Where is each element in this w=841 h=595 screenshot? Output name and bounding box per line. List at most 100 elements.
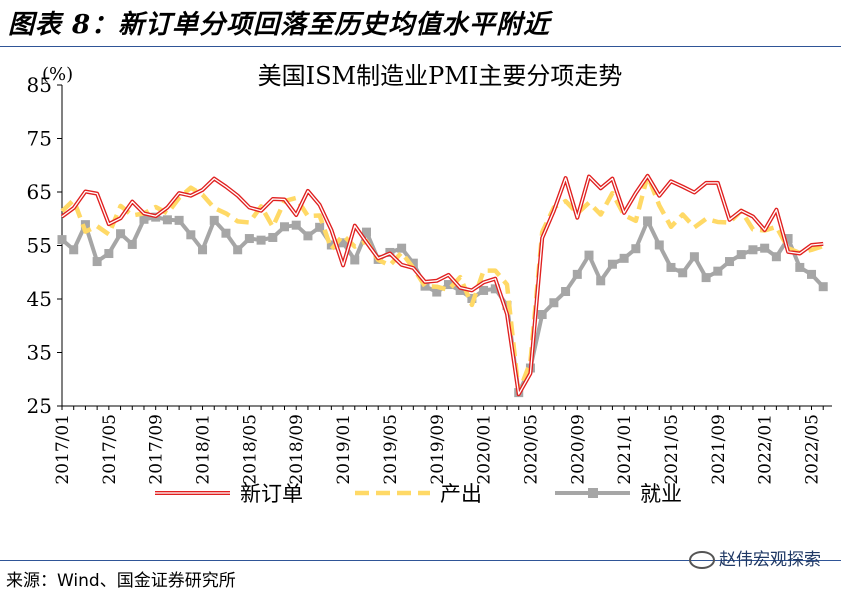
chart-title: 美国ISM制造业PMI主要分项走势 <box>258 62 623 90</box>
employment-point <box>455 285 465 295</box>
employment-point <box>233 245 243 255</box>
y-tick-label: 85 <box>27 73 52 97</box>
employment-point <box>338 238 348 248</box>
employment-point <box>361 227 371 237</box>
series-line-employment <box>60 215 825 395</box>
employment-point <box>736 250 746 260</box>
x-tick-label: 2020/05 <box>521 414 541 485</box>
employment-point <box>116 229 126 239</box>
watermark: 赵伟宏观探索 <box>689 545 821 570</box>
figure-title: 图表 8：新订单分项回落至历史均值水平附近 <box>8 10 551 40</box>
series-line-new-orders-inner <box>61 175 824 395</box>
employment-point <box>69 245 79 255</box>
x-tick-label: 2021/09 <box>709 414 729 485</box>
employment-point <box>596 276 606 286</box>
employment-point <box>80 220 90 230</box>
legend: 新订单 产出 就业 <box>155 482 682 506</box>
y-tick-label: 35 <box>27 341 52 365</box>
employment-point <box>654 240 664 250</box>
x-tick-label: 2019/01 <box>334 414 354 485</box>
x-tick-label: 2022/01 <box>756 414 776 485</box>
legend-label: 产出 <box>440 482 482 506</box>
employment-point <box>303 231 313 241</box>
legend-label: 新订单 <box>240 482 303 506</box>
employment-point <box>713 266 723 276</box>
employment-point <box>818 282 828 292</box>
series-line-new-orders <box>60 173 824 397</box>
wechat-icon <box>689 551 715 569</box>
employment-point <box>256 235 266 245</box>
employment-point <box>244 234 254 244</box>
series-layer <box>57 173 828 398</box>
employment-point <box>701 273 711 283</box>
employment-point <box>479 285 489 295</box>
axes: 25 35 45 55 65 75 85 2017/01 2017/05 2017/09 2018/… <box>27 73 832 485</box>
employment-point <box>280 222 290 232</box>
y-tick-label: 65 <box>27 180 52 204</box>
source-note: 来源：Wind、国金证券研究所 <box>6 571 236 591</box>
y-tick-label: 75 <box>27 127 52 151</box>
employment-point <box>795 262 805 272</box>
x-tick-label: 2018/05 <box>240 414 260 485</box>
footer-divider <box>0 560 841 561</box>
legend-marker-employment <box>588 488 598 498</box>
x-tick-label: 2019/05 <box>381 414 401 485</box>
title-divider <box>0 46 841 47</box>
y-tick-label: 55 <box>27 234 52 258</box>
employment-point <box>92 257 102 267</box>
x-tick-label: 2018/01 <box>194 414 214 485</box>
employment-point <box>162 215 172 225</box>
employment-point <box>397 243 407 253</box>
employment-point <box>198 245 208 255</box>
y-tick-label: 25 <box>27 394 52 418</box>
employment-point <box>725 257 735 267</box>
employment-point <box>432 287 442 297</box>
employment-point <box>268 232 278 242</box>
employment-point <box>408 258 418 268</box>
employment-point <box>760 243 770 253</box>
employment-point <box>104 249 114 259</box>
employment-point <box>209 215 219 225</box>
employment-point <box>643 216 653 226</box>
employment-point <box>443 280 453 290</box>
employment-point <box>221 228 231 238</box>
employment-point <box>127 239 137 249</box>
employment-point <box>631 244 641 254</box>
employment-point <box>186 230 196 240</box>
employment-point <box>174 215 184 225</box>
series-line-production <box>60 173 824 395</box>
employment-point <box>350 255 360 265</box>
employment-point <box>315 222 325 232</box>
employment-point <box>549 298 559 308</box>
employment-point <box>666 262 676 272</box>
x-tick-label: 2019/09 <box>428 414 448 485</box>
employment-point <box>807 269 817 279</box>
x-tick-label: 2021/01 <box>615 414 635 485</box>
x-tick-label: 2021/05 <box>662 414 682 485</box>
x-tick-label: 2017/09 <box>147 414 167 485</box>
x-tick-label: 2017/05 <box>100 414 120 485</box>
employment-point <box>584 250 594 260</box>
employment-point <box>139 214 149 224</box>
x-tick-label: 2017/01 <box>53 414 73 485</box>
employment-point <box>57 235 67 245</box>
employment-point <box>561 287 571 297</box>
employment-point <box>689 252 699 262</box>
employment-point <box>420 281 430 291</box>
employment-point <box>619 253 629 263</box>
x-tick-label: 2022/05 <box>803 414 823 485</box>
legend-label: 就业 <box>640 482 682 506</box>
x-tick-label: 2018/09 <box>287 414 307 485</box>
employment-point <box>607 259 617 269</box>
x-tick-label: 2020/01 <box>475 414 495 485</box>
employment-point <box>537 310 547 320</box>
employment-point <box>771 252 781 262</box>
employment-point <box>572 269 582 279</box>
employment-point <box>678 268 688 278</box>
x-tick-label: 2020/09 <box>568 414 588 485</box>
employment-point <box>490 284 500 294</box>
employment-point <box>748 245 758 255</box>
employment-point <box>326 240 336 250</box>
employment-point <box>291 220 301 230</box>
watermark-text: 赵伟宏观探索 <box>719 550 821 570</box>
